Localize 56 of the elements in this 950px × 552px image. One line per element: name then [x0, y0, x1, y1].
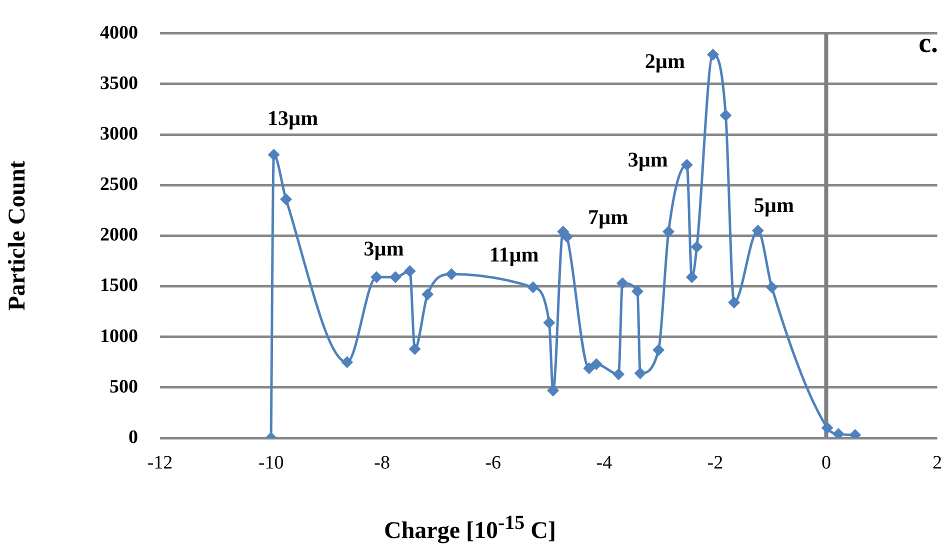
- point: [408, 342, 421, 355]
- y-tick-label: 0: [128, 426, 138, 448]
- point: [341, 356, 354, 368]
- annotation: 13µm: [268, 106, 319, 130]
- point: [821, 422, 834, 434]
- x-tick-label: -10: [258, 452, 284, 474]
- annotation: 3µm: [628, 147, 668, 172]
- x-tick-label: -4: [596, 452, 613, 474]
- y-tick-label: 2500: [100, 174, 138, 196]
- point: [720, 109, 732, 122]
- point: [728, 296, 740, 308]
- y-tick-label: 3500: [100, 72, 138, 94]
- point: [404, 265, 416, 278]
- point: [752, 224, 764, 237]
- point: [631, 285, 644, 298]
- point: [706, 48, 719, 61]
- annotation: 5µm: [754, 193, 794, 218]
- point: [680, 158, 693, 171]
- y-tick-label: 4000: [100, 22, 138, 44]
- annotation: 2µm: [644, 49, 686, 74]
- point: [543, 316, 556, 329]
- x-tick-label: -12: [147, 452, 173, 474]
- point: [527, 281, 540, 294]
- y-tick-label: 2000: [100, 224, 138, 246]
- y-tick-label: 500: [110, 376, 138, 398]
- point: [634, 367, 646, 380]
- x-tick-label: -6: [485, 452, 502, 474]
- y-tick-label: 3000: [100, 123, 138, 144]
- point: [445, 268, 458, 280]
- point: [583, 362, 596, 374]
- point: [616, 277, 628, 290]
- y-tick-label: 1500: [100, 275, 138, 296]
- point: [389, 271, 402, 284]
- x-axis-title: Charge [10$^{-15}$ C]: [383, 512, 557, 545]
- y-tick-label: 1000: [100, 326, 138, 347]
- point: [832, 428, 844, 438]
- x-tick-label: -2: [707, 452, 724, 474]
- point: [370, 271, 383, 284]
- x-tick-label: 2: [932, 452, 942, 474]
- annotation: c.: [918, 28, 938, 60]
- y-axis-title: Particle Count: [4, 160, 31, 311]
- point: [662, 226, 675, 238]
- annotation: 3µm: [364, 236, 404, 261]
- point: [612, 368, 625, 380]
- point: [652, 344, 665, 356]
- annotation: 11µm: [489, 242, 540, 267]
- point: [590, 358, 602, 370]
- point: [686, 271, 698, 284]
- point: [268, 148, 280, 161]
- point: [766, 281, 778, 294]
- point: [280, 193, 292, 206]
- annotation: 7µm: [588, 205, 629, 230]
- x-tick-label: 0: [821, 452, 831, 474]
- x-tick-label: -8: [374, 452, 390, 474]
- point: [690, 240, 703, 253]
- point: [422, 288, 434, 300]
